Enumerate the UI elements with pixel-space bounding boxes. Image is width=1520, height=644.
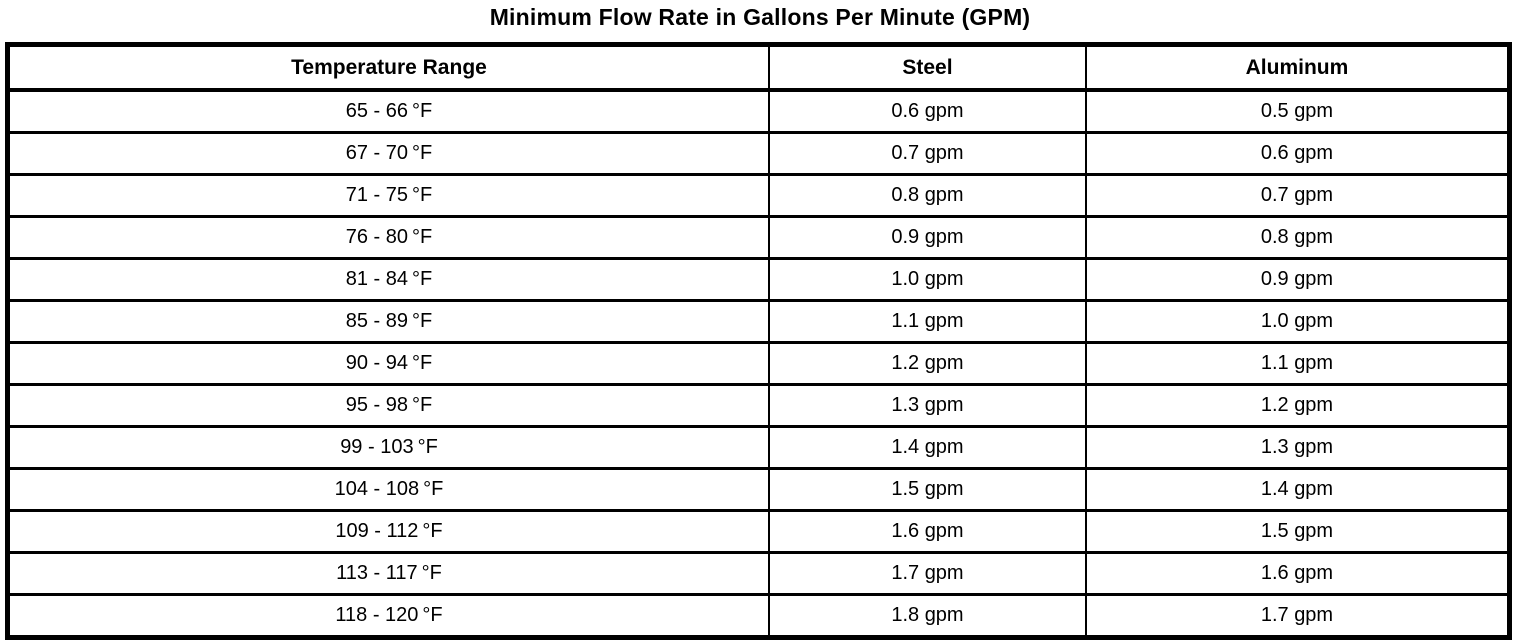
temperature-range-cell: 81 - 84 °F xyxy=(6,257,770,302)
aluminum-cell: 1.7 gpm xyxy=(1084,593,1511,639)
table-row: 81 - 84 °F 1.0 gpm 0.9 gpm xyxy=(6,257,1511,302)
aluminum-cell: 0.5 gpm xyxy=(1084,88,1511,134)
steel-cell: 1.7 gpm xyxy=(768,551,1087,596)
table-row: 67 - 70 °F 0.7 gpm 0.6 gpm xyxy=(6,131,1511,176)
table-row: 109 - 112 °F 1.6 gpm 1.5 gpm xyxy=(6,509,1511,554)
aluminum-cell: 1.0 gpm xyxy=(1084,299,1511,344)
aluminum-cell: 0.8 gpm xyxy=(1084,215,1511,260)
temperature-range-cell: 118 - 120 °F xyxy=(6,593,770,639)
col-header-aluminum: Aluminum xyxy=(1084,43,1511,92)
aluminum-cell: 1.1 gpm xyxy=(1084,341,1511,386)
steel-cell: 0.6 gpm xyxy=(768,88,1087,134)
temperature-range-cell: 109 - 112 °F xyxy=(6,509,770,554)
temperature-range-cell: 99 - 103 °F xyxy=(6,425,770,470)
aluminum-cell: 1.3 gpm xyxy=(1084,425,1511,470)
temperature-range-cell: 104 - 108 °F xyxy=(6,467,770,512)
table-row: 113 - 117 °F 1.7 gpm 1.6 gpm xyxy=(6,551,1511,596)
aluminum-cell: 0.6 gpm xyxy=(1084,131,1511,176)
col-header-temperature-range: Temperature Range xyxy=(6,43,770,92)
flow-rate-table: Temperature Range Steel Aluminum 65 - 66… xyxy=(5,42,1512,640)
temperature-range-cell: 113 - 117 °F xyxy=(6,551,770,596)
aluminum-cell: 1.2 gpm xyxy=(1084,383,1511,428)
steel-cell: 1.5 gpm xyxy=(768,467,1087,512)
steel-cell: 1.6 gpm xyxy=(768,509,1087,554)
steel-cell: 1.1 gpm xyxy=(768,299,1087,344)
steel-cell: 1.0 gpm xyxy=(768,257,1087,302)
table-row: 85 - 89 °F 1.1 gpm 1.0 gpm xyxy=(6,299,1511,344)
temperature-range-cell: 71 - 75 °F xyxy=(6,173,770,218)
temperature-range-cell: 95 - 98 °F xyxy=(6,383,770,428)
steel-cell: 0.9 gpm xyxy=(768,215,1087,260)
aluminum-cell: 1.4 gpm xyxy=(1084,467,1511,512)
temperature-range-cell: 85 - 89 °F xyxy=(6,299,770,344)
table-title: Minimum Flow Rate in Gallons Per Minute … xyxy=(489,4,1031,30)
steel-cell: 1.8 gpm xyxy=(768,593,1087,639)
table-body: 65 - 66 °F 0.6 gpm 0.5 gpm 67 - 70 °F 0.7 gp… xyxy=(6,88,1511,639)
steel-cell: 1.3 gpm xyxy=(768,383,1087,428)
table-row: 90 - 94 °F 1.2 gpm 1.1 gpm xyxy=(6,341,1511,386)
steel-cell: 1.2 gpm xyxy=(768,341,1087,386)
temperature-range-cell: 65 - 66 °F xyxy=(6,88,770,134)
steel-cell: 1.4 gpm xyxy=(768,425,1087,470)
table-row: 65 - 66 °F 0.6 gpm 0.5 gpm xyxy=(6,88,1511,134)
aluminum-cell: 1.5 gpm xyxy=(1084,509,1511,554)
table-row: 104 - 108 °F 1.5 gpm 1.4 gpm xyxy=(6,467,1511,512)
col-header-steel: Steel xyxy=(768,43,1087,92)
table-row: 71 - 75 °F 0.8 gpm 0.7 gpm xyxy=(6,173,1511,218)
aluminum-cell: 0.9 gpm xyxy=(1084,257,1511,302)
header-row: Temperature Range Steel Aluminum xyxy=(6,43,1511,92)
table-row: 95 - 98 °F 1.3 gpm 1.2 gpm xyxy=(6,383,1511,428)
aluminum-cell: 1.6 gpm xyxy=(1084,551,1511,596)
steel-cell: 0.7 gpm xyxy=(768,131,1087,176)
temperature-range-cell: 67 - 70 °F xyxy=(6,131,770,176)
temperature-range-cell: 76 - 80 °F xyxy=(6,215,770,260)
temperature-range-cell: 90 - 94 °F xyxy=(6,341,770,386)
table-row: 76 - 80 °F 0.9 gpm 0.8 gpm xyxy=(6,215,1511,260)
table-row: 118 - 120 °F 1.8 gpm 1.7 gpm xyxy=(6,593,1511,639)
aluminum-cell: 0.7 gpm xyxy=(1084,173,1511,218)
table-row: 99 - 103 °F 1.4 gpm 1.3 gpm xyxy=(6,425,1511,470)
steel-cell: 0.8 gpm xyxy=(768,173,1087,218)
